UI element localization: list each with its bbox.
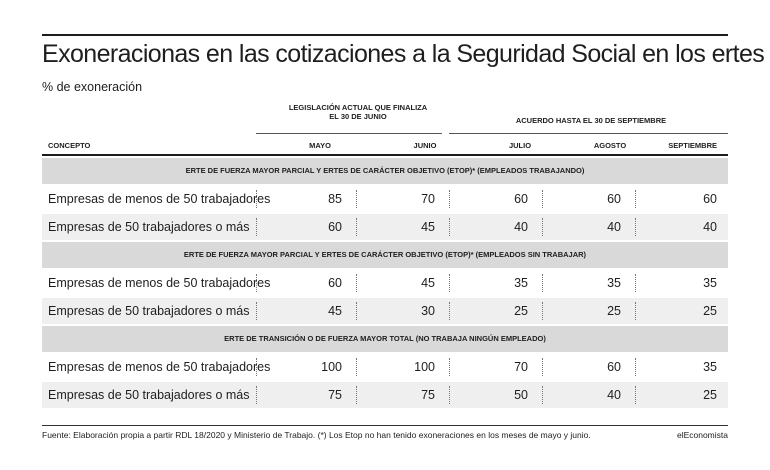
column-divider — [449, 274, 450, 292]
top-rule — [42, 34, 728, 36]
cell-septiembre: 25 — [703, 304, 717, 318]
cell-mayo: 100 — [321, 360, 342, 374]
cell-junio: 75 — [421, 388, 435, 402]
cell-septiembre: 25 — [703, 388, 717, 402]
column-divider — [542, 386, 543, 404]
group-header-legislacion: LEGISLACIÓN ACTUAL QUE FINALIZA EL 30 DE… — [288, 103, 428, 121]
column-divider — [542, 218, 543, 236]
group-line-acuerdo — [449, 133, 728, 134]
column-divider — [256, 386, 257, 404]
column-divider — [635, 358, 636, 376]
cell-mayo: 60 — [328, 220, 342, 234]
col-header-mayo: MAYO — [309, 141, 331, 150]
column-divider — [256, 274, 257, 292]
cell-agosto: 25 — [607, 304, 621, 318]
cell-julio: 50 — [514, 388, 528, 402]
column-divider — [256, 358, 257, 376]
column-divider — [635, 190, 636, 208]
col-header-julio: JULIO — [508, 141, 532, 150]
column-divider — [635, 218, 636, 236]
cell-mayo: 60 — [328, 276, 342, 290]
group-header-acuerdo: ACUERDO HASTA EL 30 DE SEPTIEMBRE — [515, 116, 667, 125]
column-divider — [449, 190, 450, 208]
column-divider — [635, 302, 636, 320]
column-divider — [256, 190, 257, 208]
cell-agosto: 40 — [607, 220, 621, 234]
col-header-agosto: AGOSTO — [593, 141, 627, 150]
cell-septiembre: 40 — [703, 220, 717, 234]
column-divider — [449, 302, 450, 320]
page-title: Exoneracionas en las cotizaciones a la S… — [42, 40, 765, 68]
cell-julio: 60 — [514, 192, 528, 206]
brand-label: elEconomista — [676, 430, 728, 440]
cell-julio: 35 — [514, 276, 528, 290]
cell-mayo: 45 — [328, 304, 342, 318]
row-label: Empresas de 50 trabajadores o más — [48, 388, 250, 402]
column-divider — [356, 218, 357, 236]
col-header-junio: JUNIO — [413, 141, 437, 150]
column-divider — [542, 190, 543, 208]
cell-julio: 25 — [514, 304, 528, 318]
row-label: Empresas de menos de 50 trabajadores — [48, 276, 271, 290]
column-divider — [449, 386, 450, 404]
source-note: Fuente: Elaboración propia a partir RDL … — [42, 430, 591, 440]
cell-septiembre: 60 — [703, 192, 717, 206]
cell-agosto: 40 — [607, 388, 621, 402]
row-label: Empresas de menos de 50 trabajadores — [48, 360, 271, 374]
cell-junio: 45 — [421, 276, 435, 290]
column-divider — [542, 358, 543, 376]
cell-junio: 100 — [414, 360, 435, 374]
col-header-concepto: CONCEPTO — [48, 141, 91, 150]
section-header-transicion: ERTE DE TRANSICIÓN O DE FUERZA MAYOR TOT… — [42, 326, 728, 352]
cell-agosto: 60 — [607, 360, 621, 374]
cell-septiembre: 35 — [703, 276, 717, 290]
section-header-sin-trabajar: ERTE DE FUERZA MAYOR PARCIAL Y ERTES DE … — [42, 242, 728, 268]
column-divider — [356, 274, 357, 292]
table-row: Empresas de menos de 50 trabajadores 85 … — [42, 186, 728, 212]
column-divider — [356, 386, 357, 404]
cell-junio: 45 — [421, 220, 435, 234]
column-divider — [635, 274, 636, 292]
group-line-legislacion — [256, 133, 442, 134]
cell-junio: 30 — [421, 304, 435, 318]
row-label: Empresas de 50 trabajadores o más — [48, 304, 250, 318]
column-divider — [256, 302, 257, 320]
cell-agosto: 60 — [607, 192, 621, 206]
table-row: Empresas de menos de 50 trabajadores 100… — [42, 354, 728, 380]
section-header-trabajando: ERTE DE FUERZA MAYOR PARCIAL Y ERTES DE … — [42, 158, 728, 184]
row-label: Empresas de menos de 50 trabajadores — [48, 192, 271, 206]
page-subtitle: % de exoneración — [42, 80, 143, 94]
header-rule — [42, 154, 728, 156]
column-divider — [542, 274, 543, 292]
cell-agosto: 35 — [607, 276, 621, 290]
column-divider — [356, 302, 357, 320]
col-header-septiembre: SEPTIEMBRE — [668, 141, 717, 150]
column-divider — [635, 386, 636, 404]
footer-rule — [42, 425, 728, 426]
table-row: Empresas de menos de 50 trabajadores 60 … — [42, 270, 728, 296]
column-divider — [356, 190, 357, 208]
cell-junio: 70 — [421, 192, 435, 206]
column-divider — [449, 358, 450, 376]
column-divider — [356, 358, 357, 376]
table-row: Empresas de 50 trabajadores o más 75 75 … — [42, 382, 728, 408]
column-divider — [449, 218, 450, 236]
table-row: Empresas de 50 trabajadores o más 45 30 … — [42, 298, 728, 324]
cell-julio: 40 — [514, 220, 528, 234]
table-row: Empresas de 50 trabajadores o más 60 45 … — [42, 214, 728, 240]
column-divider — [256, 218, 257, 236]
cell-julio: 70 — [514, 360, 528, 374]
cell-mayo: 75 — [328, 388, 342, 402]
column-divider — [542, 302, 543, 320]
cell-mayo: 85 — [328, 192, 342, 206]
row-label: Empresas de 50 trabajadores o más — [48, 220, 250, 234]
cell-septiembre: 35 — [703, 360, 717, 374]
